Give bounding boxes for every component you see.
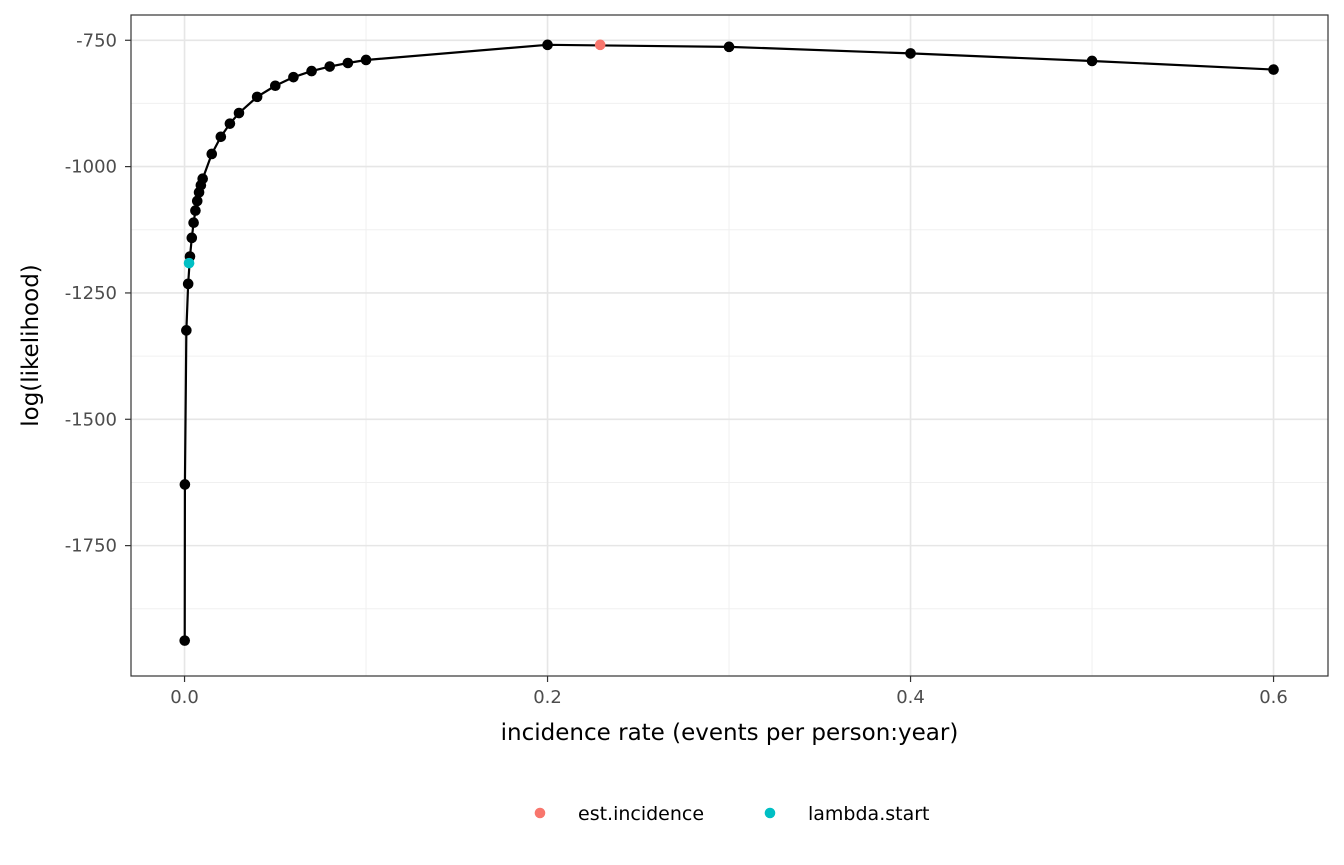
data-point [324,61,336,72]
data-point [269,80,281,92]
major-grid [131,15,1328,676]
series-line [183,43,1274,641]
x-axis: 0.0 0.2 0.4 0.6 [170,676,1288,708]
data-point [179,479,191,490]
legend-key-lambda-start [764,807,776,819]
data-point [182,278,194,290]
data-point [188,217,199,228]
data-point [723,41,735,53]
y-tick-label: -1500 [65,409,117,430]
data-point [179,635,191,646]
data-point [197,173,208,185]
data-point [360,54,372,66]
data-point [215,131,227,143]
y-tick-label: -1750 [65,536,117,557]
data-point [1268,64,1279,75]
data-point [342,57,354,69]
data-point [233,107,245,119]
highlight-point-est-incidence [594,39,606,51]
data-point [181,325,192,336]
data-point [905,48,916,59]
data-point [186,232,198,244]
y-axis-title: log(likelihood) [18,264,44,427]
highlight-point-lambda-start [183,257,195,269]
legend-label: est.incidence [578,803,704,825]
y-tick-label: -1000 [65,157,117,178]
x-tick-label: 0.6 [1259,687,1288,708]
highlight-layer [183,39,606,269]
data-point [224,118,236,129]
data-point [251,91,263,103]
data-point [190,205,201,216]
y-tick-label: -750 [76,30,117,51]
data-point [1086,55,1098,67]
legend-label: lambda.start [808,803,930,825]
series-layer [179,39,1279,646]
legend-key-est-incidence [534,807,546,819]
plot-border [130,14,1329,677]
y-tick-label: -1250 [65,283,117,304]
data-point [191,195,203,207]
y-axis: -1750 -1500 -1250 -1000 -750 [65,30,131,557]
x-tick-label: 0.2 [533,687,562,708]
x-tick-label: 0.4 [896,687,925,708]
x-axis-title: incidence rate (events per person:year) [501,720,959,746]
data-point [306,65,317,77]
data-point [288,71,299,83]
legend: est.incidence lambda.start [534,803,930,825]
data-point [206,148,218,160]
minor-grid [131,15,1328,676]
x-tick-label: 0.0 [170,687,199,708]
data-point [542,39,553,51]
